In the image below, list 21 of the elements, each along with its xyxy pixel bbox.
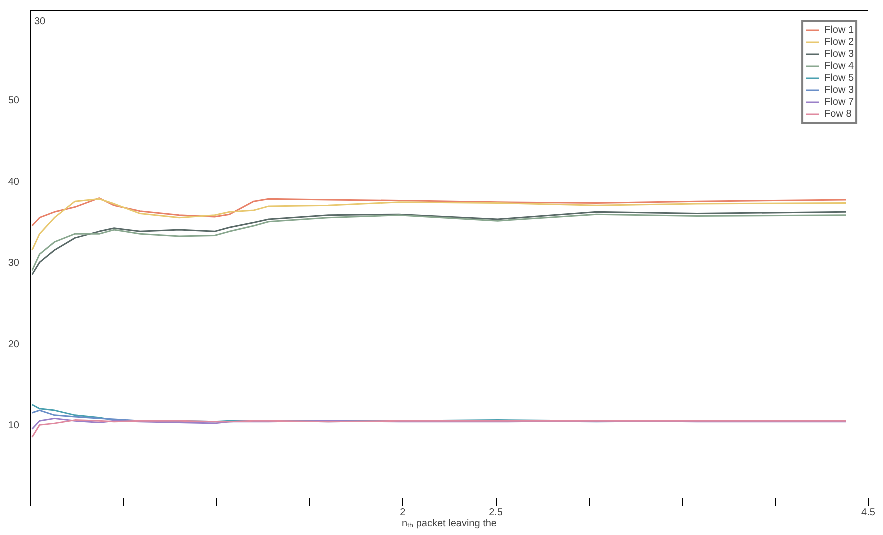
annotation: 30 [34, 16, 46, 28]
x-tick-label: 4.5 [862, 508, 876, 518]
y-tick-label: 50 [8, 95, 20, 106]
x-axis-title: nₜₕ packet leaving the [402, 518, 498, 530]
legend-label: Flow 4 [824, 60, 854, 72]
legend-label: Flow 2 [824, 36, 854, 48]
x-tick-label: 2.5 [489, 508, 504, 518]
y-tick-label: 20 [8, 339, 20, 350]
line-series [32, 420, 847, 438]
legend-label: Flow 1 [824, 24, 854, 36]
line-series [32, 198, 847, 227]
y-tick-label: 10 [8, 420, 20, 432]
y-tick-label: 30 [8, 258, 20, 270]
y-tick-label: 40 [8, 176, 20, 188]
legend-label: Flow 5 [824, 72, 854, 84]
legend-label: Flow 3 [824, 48, 854, 60]
legend-label: Fow 8 [824, 108, 852, 120]
line-series [32, 198, 847, 252]
legend-label: Flow 3 [824, 84, 854, 96]
x-tick-label: 2 [400, 508, 406, 518]
legend-label: Flow 7 [824, 96, 854, 108]
